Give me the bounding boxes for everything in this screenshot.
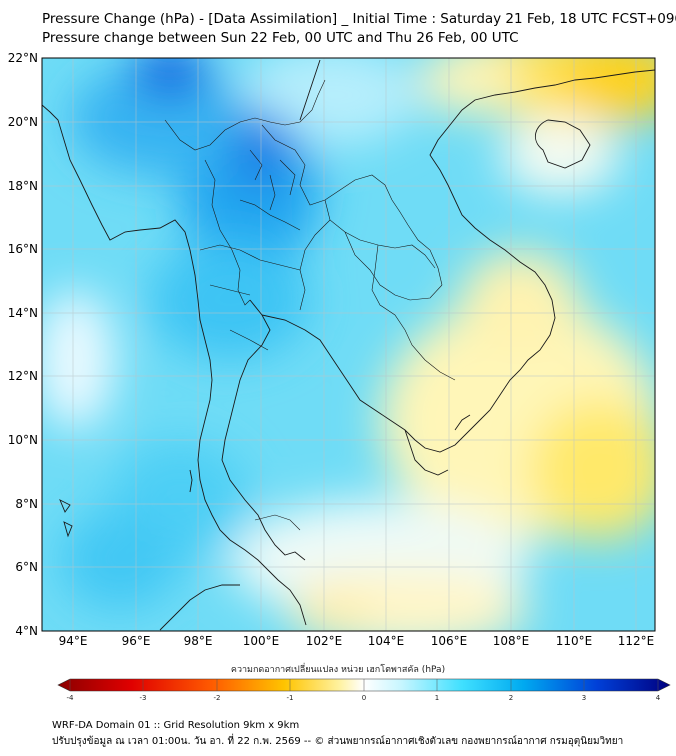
lon-label: 102°E [306,634,343,648]
lon-label: 100°E [243,634,280,648]
colorbar-tick: -2 [214,694,221,702]
lat-label: 12°N [8,369,38,383]
map-subtitle: Pressure change between Sun 22 Feb, 00 U… [42,30,519,46]
lon-label: 96°E [122,634,151,648]
lat-label: 18°N [8,179,38,193]
colorbar-tick: -4 [67,694,75,702]
colorbar-tick: -1 [287,694,294,702]
lat-label: 22°N [8,51,38,65]
colorbar-tick: -3 [140,694,147,702]
lat-axis: 22°N 20°N 18°N 16°N 14°N 12°N 10°N 8°N 6… [8,51,38,638]
coastlines [42,59,655,631]
colorbar-tick: 0 [362,694,366,702]
lon-label: 94°E [59,634,88,648]
colorbar-label: ความกดอากาศเปลี่ยนแปลง หน่วย เฮกโตพาสคัล… [230,665,446,675]
lon-label: 104°E [368,634,405,648]
lon-axis: 94°E 96°E 98°E 100°E 102°E 104°E 106°E 1… [59,634,655,648]
lon-label: 110°E [556,634,593,648]
lat-label: 14°N [8,306,38,320]
map-frame [41,57,656,632]
colorbar-tick: 3 [582,694,586,702]
footer-credit: ปรับปรุงข้อมูล ณ เวลา 01:00น. วัน อา. ที… [52,736,624,747]
lat-label: 4°N [15,624,38,638]
colorbar-tick: 4 [656,694,661,702]
lon-label: 98°E [184,634,213,648]
lon-label: 112°E [618,634,655,648]
footer-domain-info: WRF-DA Domain 01 :: Grid Resolution 9km … [52,720,300,731]
lat-label: 8°N [15,497,38,511]
colorbar-tick: 1 [435,694,439,702]
lat-label: 6°N [15,560,38,574]
lat-label: 16°N [8,242,38,256]
lon-label: 108°E [493,634,530,648]
map-title: Pressure Change (hPa) - [Data Assimilati… [42,11,676,27]
colorbar-divisions [69,679,659,691]
colorbar: -4 -3 -2 -1 0 1 2 3 4 [57,678,671,702]
pressure-field [42,58,655,631]
lat-lon-grid [42,58,655,631]
colorbar-tick: 2 [509,694,513,702]
lat-label: 10°N [8,433,38,447]
lon-label: 106°E [431,634,468,648]
borders [164,79,456,531]
lat-label: 20°N [8,115,38,129]
